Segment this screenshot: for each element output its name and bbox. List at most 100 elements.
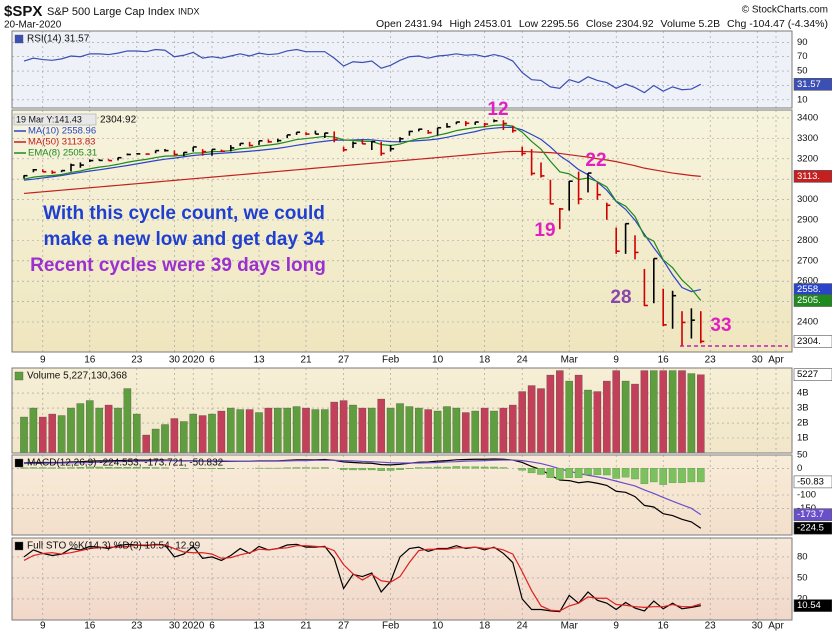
volume-bar [622, 381, 629, 453]
histogram-bar [453, 466, 460, 468]
volume-bar [227, 408, 234, 453]
x-tick-label: 18 [479, 621, 491, 631]
volume-bar [453, 408, 460, 453]
y-tick-label: 50 [797, 450, 808, 461]
y-tick-label: 0 [797, 463, 802, 474]
volume-bar [340, 401, 347, 453]
volume-bar [613, 371, 620, 453]
histogram-bar [302, 468, 309, 469]
legend-entry: MA(10) 2558.96 [28, 126, 96, 137]
x-tick-label: 30 [752, 355, 764, 366]
legend-icon [15, 542, 23, 550]
histogram-bar [472, 467, 479, 469]
x-tick-label: 16 [658, 621, 670, 631]
date: 20-Mar-2020 [4, 20, 62, 31]
y-tick-label: 70 [797, 51, 808, 62]
x-tick-label: 9 [613, 621, 619, 631]
volume-bar [566, 381, 573, 453]
histogram-bar [284, 468, 291, 469]
volume-bar [519, 392, 526, 453]
histogram-bar [537, 468, 544, 474]
histogram-bar [566, 468, 573, 477]
x-tick-label: 13 [253, 621, 265, 631]
volume-bar [556, 371, 563, 453]
legend-icon [15, 372, 23, 380]
x-tick-label: 23 [705, 621, 717, 631]
x-tick-label: 9 [40, 355, 46, 366]
x-tick-label: 6 [209, 621, 215, 631]
y-tick-label: 3B [797, 403, 809, 414]
y-tick-label: 1B [797, 433, 809, 444]
x-tick-label: 24 [517, 355, 529, 366]
volume-bar [265, 408, 272, 453]
histogram-bar [547, 468, 554, 477]
legend-icon [15, 35, 23, 43]
histogram-bar [622, 468, 629, 477]
histogram-bar [359, 468, 366, 470]
x-tick-label: 27 [338, 355, 350, 366]
x-tick-label: 6 [209, 355, 215, 366]
volume-bar [58, 416, 65, 453]
histogram-bar [669, 468, 676, 482]
y-tick-label: 3200 [797, 153, 818, 164]
end-label: 31.57 [797, 79, 821, 90]
y-tick-label: 2800 [797, 235, 818, 246]
x-tick-label: 30 [169, 621, 181, 631]
end-label: -224.5 [797, 523, 824, 534]
histogram-bar [349, 468, 356, 470]
volume-bar [472, 411, 479, 453]
histogram-bar [481, 467, 488, 468]
volume-bar [415, 408, 422, 453]
volume-bar [678, 371, 685, 453]
histogram-bar [387, 468, 394, 470]
volume-bar [199, 416, 206, 453]
volume-bar [77, 404, 84, 453]
volume-bar [86, 401, 93, 453]
volume-bar [30, 408, 37, 453]
y-tick-label: 90 [797, 37, 808, 48]
y-tick-label: 80 [797, 551, 808, 562]
stat: Close 2304.92 [586, 18, 654, 30]
volume-bar [180, 422, 187, 453]
annotation: With this cycle count, we could [43, 203, 325, 224]
volume-bar [124, 389, 131, 453]
x-tick-label: Apr [768, 355, 784, 366]
end-label: 10.54 [797, 600, 821, 611]
volume-bar [443, 407, 450, 453]
cycle-label: 33 [710, 315, 731, 336]
volume-bar [321, 410, 328, 453]
histogram-bar [378, 468, 385, 470]
x-tick-label: Feb [382, 621, 400, 631]
stat: Volume 5.2B [661, 18, 721, 30]
x-tick-label: Feb [382, 355, 400, 366]
volume-bar [67, 408, 74, 453]
credit: © StockCharts.com [742, 5, 828, 16]
y-tick-label: 3000 [797, 194, 818, 205]
end-label: 2505. [797, 295, 821, 306]
volume-bar [406, 407, 413, 453]
volume-bar [237, 410, 244, 453]
x-tick-label: 10 [432, 621, 444, 631]
volume-bar [603, 381, 610, 453]
volume-bar [359, 408, 366, 453]
x-tick-label: 9 [613, 355, 619, 366]
x-tick-label: 30 [169, 355, 181, 366]
end-label: 5227 [797, 369, 818, 380]
y-tick-label: 3400 [797, 112, 818, 123]
end-label: 3113. [797, 171, 820, 182]
histogram-bar [321, 468, 328, 469]
x-tick-label: 2020 [182, 355, 205, 366]
volume-bar [49, 414, 56, 453]
volume-bar [584, 390, 591, 453]
x-tick-label: 30 [752, 621, 764, 631]
histogram-bar [660, 468, 667, 484]
volume-bar [490, 411, 497, 453]
histogram-bar [340, 468, 347, 469]
legend-entry: MA(50) 3113.83 [28, 137, 95, 148]
histogram-bar [312, 468, 319, 469]
volume-bar [368, 408, 375, 453]
volume-bar [152, 429, 159, 453]
volume-bar [302, 408, 309, 453]
volume-bar [688, 374, 695, 453]
